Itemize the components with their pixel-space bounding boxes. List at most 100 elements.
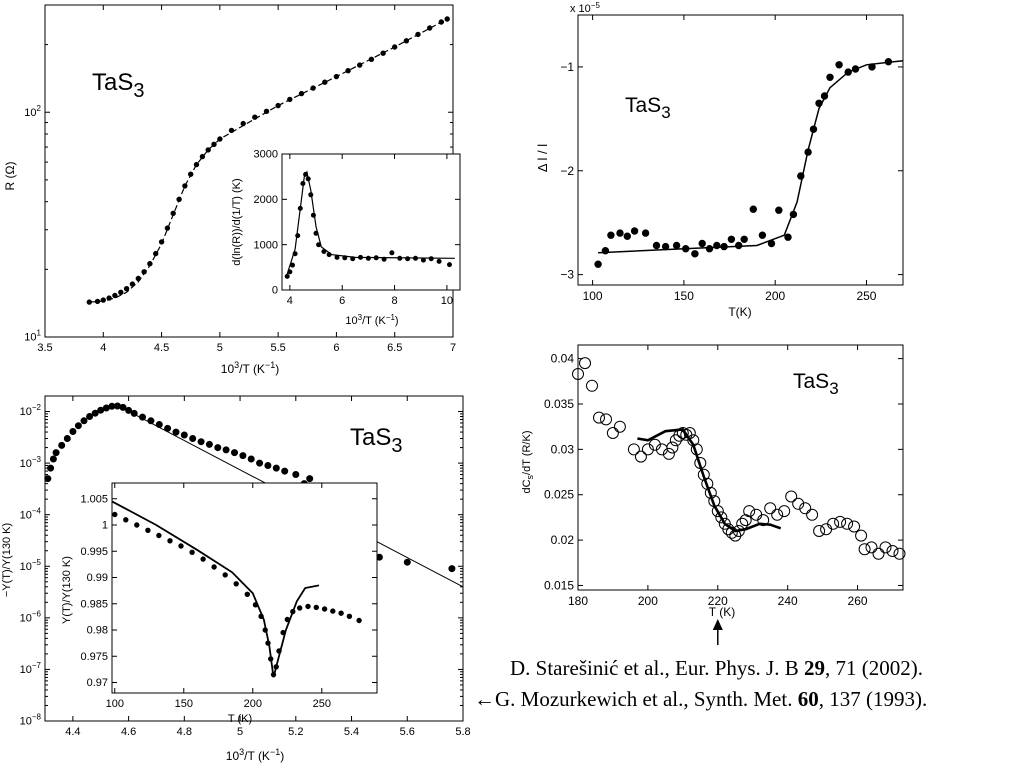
length-point: [851, 65, 860, 73]
resistance-inset-point: [428, 256, 434, 262]
tick-label: −1: [560, 60, 574, 74]
resistance-inset-fit-line: [286, 170, 455, 275]
length-point: [720, 242, 728, 251]
resistance-point: [368, 56, 375, 62]
resistance-inset-point: [290, 262, 295, 268]
tick-label: 3000: [254, 149, 278, 161]
resistance-point: [141, 269, 147, 275]
capacitance-point: [572, 368, 584, 380]
tick-label: 150: [674, 289, 694, 303]
tick-label: 6.5: [387, 342, 402, 354]
tick-label: 5.8: [455, 726, 470, 738]
capacitance-point: [893, 547, 906, 560]
capacitance-point: [662, 447, 675, 460]
youngs-point: [108, 402, 116, 410]
youngs-inset-point: [346, 613, 353, 619]
youngs-point: [306, 475, 314, 483]
capacitance-point: [739, 514, 752, 527]
panel-capacitance: 180 200 220 240 260 0.015 0.02 0.025 0.03 0.035 0.…: [521, 344, 906, 645]
capacitance-point: [715, 511, 728, 524]
youngs-point: [49, 455, 57, 463]
resistance-point: [333, 73, 340, 80]
resistance-inset-point: [447, 262, 452, 268]
youngs-point: [180, 431, 188, 439]
tick-label: 1.005: [80, 493, 108, 505]
tick-label: 5.5: [270, 342, 285, 354]
resistance-inset-point: [310, 212, 316, 218]
resistance-point: [228, 127, 235, 134]
youngs-inset-x-label: T (K): [228, 713, 252, 725]
youngs-inset-point: [244, 591, 251, 597]
youngs-inset-point: [321, 606, 328, 612]
length-point: [698, 239, 706, 248]
youngs-inset-point: [167, 538, 173, 544]
tick-label: 10−8: [20, 713, 42, 728]
capacitance-y-label: dCs/dT (R/K): [521, 431, 535, 494]
youngs-point: [164, 424, 172, 432]
resistance-point: [357, 62, 363, 68]
length-point: [713, 241, 721, 250]
resistance-inset-point: [358, 254, 363, 260]
tick-label: 0.04: [551, 352, 575, 366]
capacitance-point: [743, 505, 756, 518]
length-point: [815, 99, 823, 108]
youngs-point: [172, 428, 180, 436]
youngs-inset-point: [200, 556, 206, 562]
tick-label: −3: [560, 268, 574, 282]
youngs-point: [102, 404, 110, 412]
resistance-points: [86, 16, 450, 305]
resistance-point: [164, 225, 171, 231]
panel-youngs: 4.4 4.6 4.8 5 5.2 5.4 5.6 5.810−810−710−610−510…: [1, 395, 471, 763]
youngs-point: [44, 475, 52, 483]
reference-staresinic: D. Starešinić et al., Eur. Phys. J. B 29…: [510, 656, 923, 681]
length-point: [784, 233, 792, 241]
tick-label: 0.98: [87, 625, 108, 637]
tick-label: 10−2: [20, 403, 42, 418]
youngs-point: [281, 467, 289, 475]
resistance-point: [135, 275, 142, 282]
tick-label: 200: [638, 594, 658, 608]
resistance-y-label: R (Ω): [3, 162, 17, 191]
youngs-inset-point: [123, 517, 129, 523]
length-point: [623, 232, 631, 240]
capacitance-point: [600, 413, 612, 426]
resistance-inset-points: [284, 171, 452, 279]
resistance-inset-point: [313, 230, 319, 236]
tick-label: 220: [708, 594, 728, 608]
youngs-inset-point: [338, 610, 344, 616]
tick-label: 102: [24, 104, 41, 119]
resistance-point: [298, 90, 305, 97]
youngs-point: [69, 428, 77, 435]
length-point: [844, 68, 852, 76]
length-y-label: Δ l / l: [535, 144, 550, 172]
resistance-point: [392, 44, 398, 50]
reference-authors: D. Starešinić et al., Eur. Phys. J. B: [510, 656, 804, 680]
youngs-point: [256, 459, 264, 467]
tick-label: 10−6: [20, 610, 42, 625]
capacitance-point: [848, 520, 861, 533]
tick-label: 4: [287, 295, 293, 307]
length-point: [601, 247, 610, 255]
tick-label: 5: [217, 342, 223, 354]
resistance-point: [94, 298, 101, 305]
youngs-point: [272, 464, 280, 472]
capacitance-point: [757, 514, 770, 527]
tick-label: 100: [583, 289, 603, 303]
capacitance-point: [879, 541, 892, 554]
resistance-point: [100, 297, 107, 303]
youngs-point: [63, 435, 71, 442]
resistance-inset-point: [334, 254, 340, 260]
youngs-inset-point: [233, 581, 239, 587]
resistance-inset-point: [295, 233, 301, 239]
resistance-inset-point: [373, 255, 379, 261]
capacitance-point: [627, 443, 640, 456]
capacitance-point: [641, 443, 654, 456]
tick-label: 5.2: [288, 726, 303, 738]
youngs-inset-point: [156, 532, 162, 539]
youngs-inset-point: [145, 527, 151, 533]
tick-label: 2000: [254, 194, 278, 206]
reference-mozurkewich: ←G. Mozurkewich et al., Synth. Met. 60, …: [474, 687, 927, 712]
youngs-inset-point: [305, 603, 311, 610]
resistance-inset-frame: [281, 153, 461, 291]
tick-label: 5.6: [400, 726, 415, 738]
